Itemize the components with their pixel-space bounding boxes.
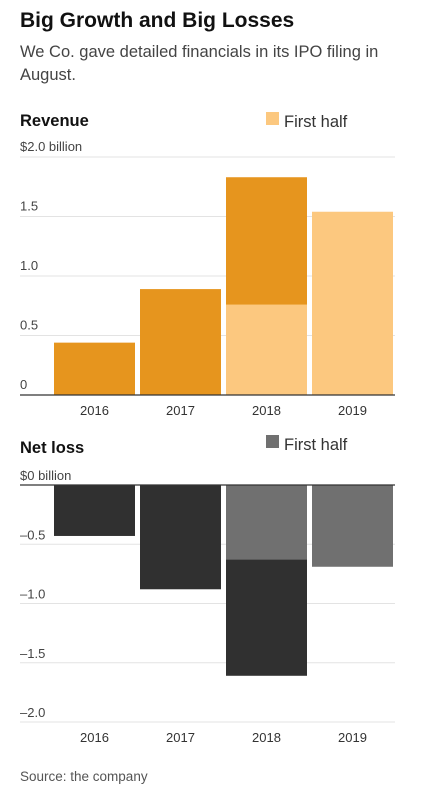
- netloss-y-tick-label: –1.0: [20, 587, 45, 602]
- revenue-y-tick-label: 1.5: [20, 199, 38, 214]
- netloss-bar-2018-first-half: [226, 485, 307, 560]
- chart-headline: Big Growth and Big Losses: [20, 9, 295, 32]
- revenue-legend-swatch: [266, 112, 279, 125]
- netloss-y-tick-label: –1.5: [20, 646, 45, 661]
- netloss-y-tick-label: –0.5: [20, 527, 45, 542]
- netloss-panel-title: Net loss: [20, 439, 84, 457]
- revenue-x-tick-label: 2019: [338, 403, 367, 418]
- netloss-x-tick-label: 2018: [252, 730, 281, 745]
- revenue-y-tick-label: 0.5: [20, 318, 38, 333]
- revenue-y-tick-label: 0: [20, 377, 27, 392]
- revenue-bar-2018-first-half: [226, 304, 307, 395]
- netloss-bar-2019-first-half: [312, 485, 393, 567]
- netloss-bar-2016-full-year: [54, 485, 135, 536]
- revenue-y-tick-label: $2.0 billion: [20, 139, 82, 154]
- revenue-panel-title: Revenue: [20, 112, 89, 130]
- netloss-y-tick-label: –2.0: [20, 705, 45, 720]
- revenue-x-tick-label: 2017: [166, 403, 195, 418]
- revenue-x-tick-label: 2018: [252, 403, 281, 418]
- revenue-y-tick-label: 1.0: [20, 258, 38, 273]
- netloss-x-tick-label: 2019: [338, 730, 367, 745]
- netloss-legend-label: First half: [284, 436, 348, 454]
- source-note: Source: the company: [20, 769, 148, 784]
- revenue-bar-2019-first-half: [312, 211, 393, 395]
- netloss-bar-2017-full-year: [140, 485, 221, 590]
- netloss-x-tick-label: 2017: [166, 730, 195, 745]
- revenue-legend-label: First half: [284, 113, 348, 131]
- revenue-bar-2017-full-year: [140, 289, 221, 395]
- revenue-bar-2016-full-year: [54, 342, 135, 395]
- netloss-y-tick-label: $0 billion: [20, 468, 71, 483]
- netloss-legend-swatch: [266, 435, 279, 448]
- revenue-x-tick-label: 2016: [80, 403, 109, 418]
- netloss-x-tick-label: 2016: [80, 730, 109, 745]
- chart-subheadline: We Co. gave detailed financials in its I…: [20, 43, 379, 84]
